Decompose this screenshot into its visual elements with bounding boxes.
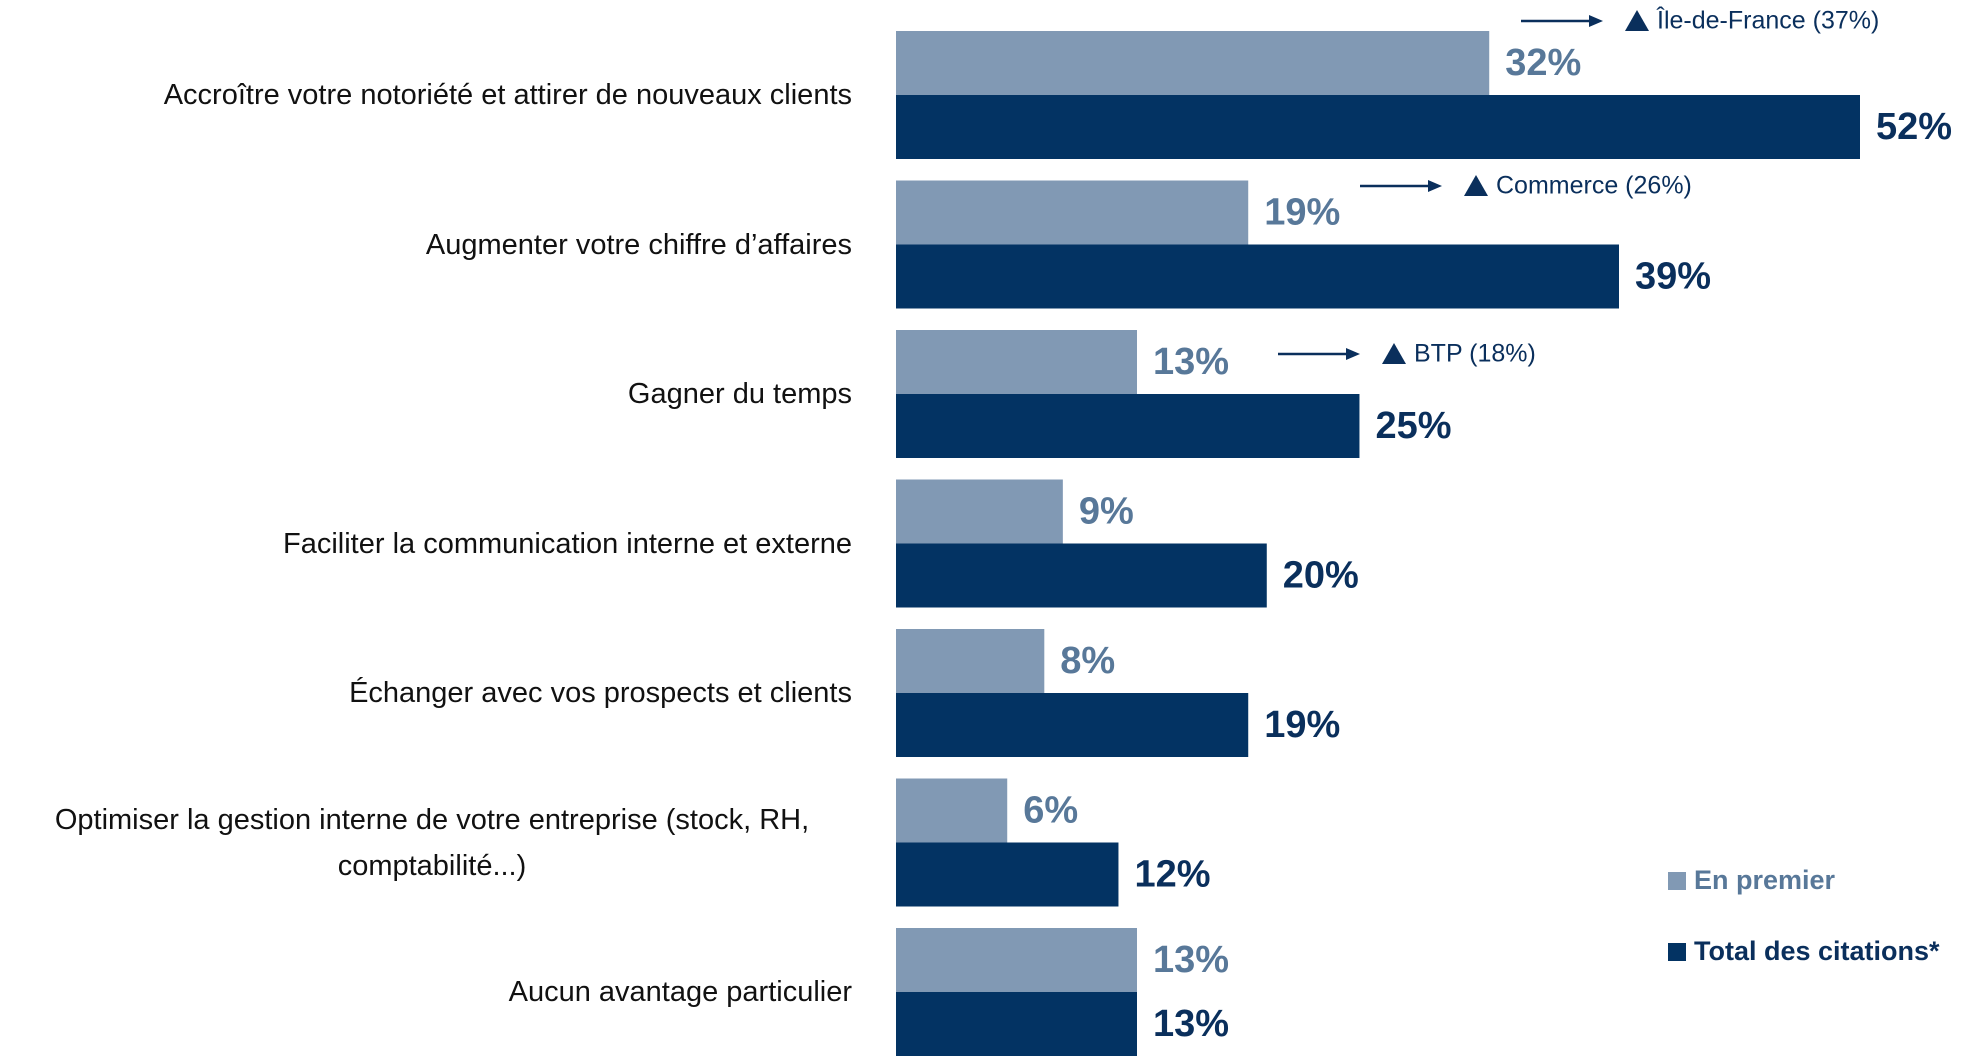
category-label: Accroître votre notoriété et attirer de … [163, 79, 852, 111]
bar [896, 31, 1490, 95]
arrow-head [1589, 15, 1603, 27]
category-label: Augmenter votre chiffre d’affaires [425, 228, 852, 261]
value-label: 52% [1876, 106, 1952, 148]
value-label: 25% [1375, 405, 1451, 447]
legend-label: En premier [1694, 865, 1836, 895]
arrow-head [1346, 348, 1360, 360]
annotation-text: BTP (18%) [1414, 340, 1536, 368]
bar [896, 394, 1360, 458]
annotation-triangle [1382, 343, 1406, 364]
annotation-text: Île-de-France (37%) [1656, 6, 1879, 35]
category-label: Aucun avantage particulier [508, 976, 852, 1008]
value-label: 20% [1283, 555, 1359, 597]
category-label: Optimiser la gestion interne de votre en… [54, 803, 810, 882]
value-label: 19% [1264, 192, 1340, 234]
bar [896, 928, 1137, 992]
bar [896, 95, 1860, 159]
value-label: 32% [1505, 42, 1581, 84]
annotation-text: Commerce (26%) [1496, 172, 1692, 200]
bar [896, 180, 1249, 245]
bar [896, 629, 1045, 693]
bar [896, 543, 1267, 608]
legend-swatch [1668, 872, 1686, 890]
bar [896, 244, 1619, 309]
value-label: 9% [1079, 491, 1134, 533]
value-label: 6% [1023, 790, 1078, 832]
bar [896, 778, 1008, 843]
value-label: 13% [1153, 939, 1229, 981]
value-label: 8% [1060, 640, 1115, 682]
category-label: Faciliter la communication interne et ex… [283, 527, 852, 560]
bar [896, 992, 1137, 1056]
arrow-head [1428, 180, 1442, 192]
annotation-triangle [1625, 10, 1649, 31]
bar [896, 842, 1119, 907]
legend-swatch [1668, 943, 1686, 961]
category-label: Échanger avec vos prospects et clients [349, 677, 852, 709]
value-label: 12% [1134, 854, 1210, 896]
value-label: 39% [1635, 256, 1711, 298]
bar [896, 693, 1249, 757]
legend-label: Total des citations* [1694, 936, 1940, 966]
bar [896, 479, 1063, 544]
value-label: 13% [1153, 341, 1229, 383]
value-label: 19% [1264, 704, 1340, 746]
value-label: 13% [1153, 1003, 1229, 1045]
category-label: Gagner du temps [627, 378, 852, 410]
bar [896, 330, 1137, 394]
annotation-triangle [1464, 175, 1488, 196]
